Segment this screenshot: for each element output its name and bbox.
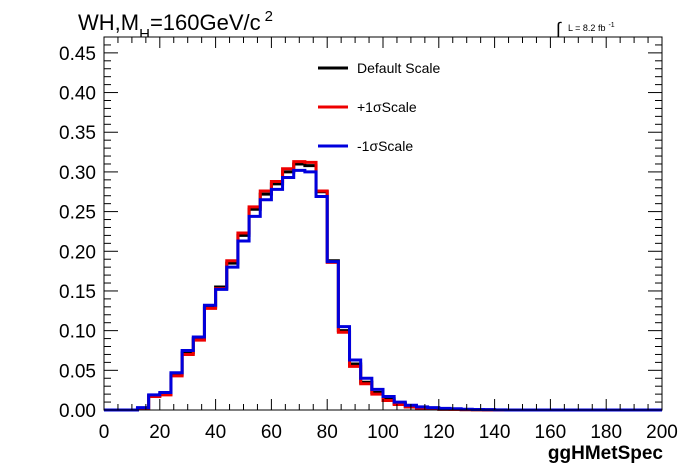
- x-tick-label: 20: [149, 422, 170, 443]
- y-tick-label: 0.10: [59, 322, 96, 343]
- x-tick-label: 40: [205, 422, 226, 443]
- x-axis-label: ggHMetSpec: [548, 443, 664, 464]
- y-tick-label: 0.30: [59, 163, 96, 184]
- y-tick-label: 0.00: [59, 401, 96, 422]
- legend-label-2: +1σScale: [357, 99, 417, 115]
- x-tick-label: 200: [646, 422, 678, 443]
- plot-frame-fill: [104, 37, 662, 410]
- lumi-integral-symbol: ∫: [554, 19, 562, 39]
- y-tick-label: 0.20: [59, 242, 96, 263]
- y-tick-label: 0.45: [59, 44, 96, 65]
- chart-title: WH,MH=160GeV/c 2: [78, 8, 273, 43]
- x-tick-label: 60: [261, 422, 282, 443]
- x-tick-label: 0: [99, 422, 110, 443]
- x-tick-label: 180: [590, 422, 622, 443]
- y-tick-label: 0.35: [59, 123, 96, 144]
- x-tick-label: 80: [317, 422, 338, 443]
- lumi-label: L = 8.2 fb -1: [568, 22, 615, 33]
- legend-label-1: Default Scale: [357, 60, 440, 76]
- axes-layer: 0 20 40 60 80 100 120 140 160 180 200 0.00 0.05 0.10 0…: [59, 36, 678, 443]
- y-tick-label: 0.15: [59, 282, 96, 303]
- x-tick-label: 160: [535, 422, 567, 443]
- y-tick-label: 0.05: [59, 361, 96, 382]
- plot-area: [104, 37, 662, 410]
- x-tick-label: 140: [479, 422, 511, 443]
- x-tick-label: 120: [423, 422, 455, 443]
- x-tick-label: 100: [367, 422, 399, 443]
- y-tick-label: 0.25: [59, 203, 96, 224]
- legend: Default Scale +1σScale -1σScale: [318, 60, 440, 154]
- legend-label-3: -1σScale: [357, 138, 413, 154]
- y-tick-label: 0.40: [59, 84, 96, 105]
